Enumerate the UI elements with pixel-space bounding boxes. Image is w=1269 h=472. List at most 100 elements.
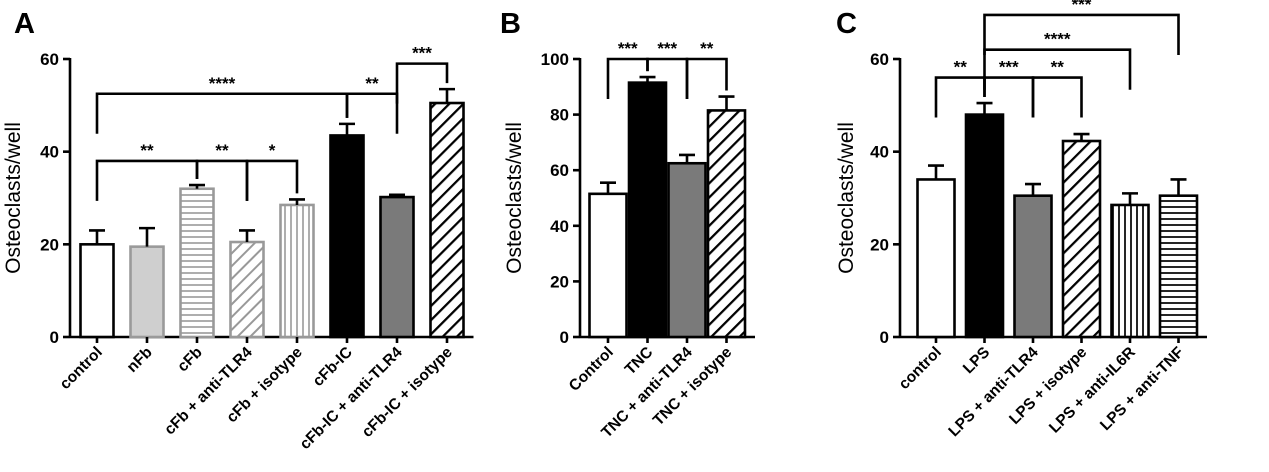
panel-a-error-bar: [89, 229, 105, 245]
panel-a-bar: [379, 195, 415, 339]
panel-a-y-tick-label: 60: [40, 50, 59, 69]
panel-b-error-bar: [718, 95, 735, 111]
panel-c-significance-bracket: [983, 76, 1035, 118]
panel-c-significance-label: ***: [1072, 0, 1092, 14]
panel-b-y-tick-label: 80: [550, 106, 569, 125]
panel-b-significance-label: **: [700, 39, 714, 58]
panel-a-y-tick-label: 40: [40, 143, 59, 162]
panel-c-bar: [1110, 203, 1150, 339]
panel-a-y-tick-label: 0: [50, 328, 59, 347]
panel-a-significance-bracket: [395, 62, 449, 104]
panel-b-significance-label: ***: [618, 39, 638, 58]
panel-c-category-label: LPS: [960, 344, 993, 377]
panel-c-bar: [1013, 194, 1053, 339]
panel-b-error-bar: [679, 153, 695, 164]
panel-b-y-tick-label: 0: [560, 328, 569, 347]
panel-c-y-tick-label: 0: [880, 328, 889, 347]
panel-c-category-label: control: [896, 344, 945, 393]
panel-a-error-bar: [139, 226, 155, 247]
panel-c-error-bar: [1122, 192, 1138, 205]
panel-c-bar: [1061, 139, 1102, 339]
panel-a-bar: [129, 245, 165, 339]
panel-a-error-bar: [339, 122, 355, 136]
panel-a-bar: [179, 187, 215, 339]
panel-c-y-tick-label: 40: [870, 143, 889, 162]
panel-b-bar: [667, 161, 707, 339]
panel-b-category-label: TNC: [622, 344, 657, 379]
panel-b-bar: [588, 192, 628, 339]
panel-a-category-label: nFb: [124, 344, 156, 376]
panel-a-letter: A: [14, 8, 35, 40]
panel-a-significance-bracket: [95, 92, 349, 134]
panel-a-bar: [329, 134, 365, 339]
panel-b-letter: B: [500, 8, 521, 40]
panel-c-letter: C: [836, 8, 857, 40]
panel-a-bar: [79, 243, 115, 339]
panel-c-significance-bracket: [934, 76, 986, 118]
panel-b-error-bar: [600, 181, 616, 194]
panel-a-significance-label: ***: [412, 44, 432, 63]
panel-b-significance-label: ***: [657, 39, 677, 58]
panel-c-y-tick-label: 20: [870, 235, 889, 254]
panel-a-bar: [279, 203, 315, 339]
panel-a-category-label: cFb: [174, 344, 206, 376]
panel-c-error-bar: [928, 164, 944, 180]
panel-a-error-bar: [189, 183, 205, 189]
panel-c-significance-bracket: [983, 48, 1132, 90]
panel-c-error-bar: [976, 101, 993, 115]
panel-a-error-bar: [289, 198, 305, 205]
panel-c-significance-bracket: [983, 13, 1180, 55]
panel-c-bar: [916, 178, 956, 339]
panel-c-category-label: LPS + anti-TNF: [1097, 344, 1187, 434]
panel-c-significance-label: **: [1051, 58, 1065, 77]
panel-a-category-label: cFb-IC + isotype: [359, 344, 456, 441]
panel-a-significance-label: **: [140, 141, 154, 160]
panel-a-significance-bracket: [245, 159, 299, 201]
panel-c-significance-label: ****: [1044, 30, 1071, 49]
panel-c-significance-bracket: [1031, 76, 1083, 118]
panel-c-bar: [964, 113, 1005, 339]
panel-c-y-tick-label: 60: [870, 50, 889, 69]
panel-b: B Osteoclasts/well 0 20 40 60 80 100 Control TN…: [500, 8, 755, 441]
panel-a-significance-bracket: [345, 92, 399, 134]
panel-b-y-tick-label: 20: [550, 272, 569, 291]
panel-a-significance-label: *: [269, 141, 276, 160]
panel-a-error-bar: [239, 229, 255, 243]
panel-b-y-axis-label: Osteoclasts/well: [503, 122, 526, 274]
panel-b-y-tick-label: 100: [541, 50, 569, 69]
panel-a-bar: [229, 240, 265, 339]
panel-a-category-label: cFb + anti-TLR4: [161, 344, 256, 439]
panel-a-significance-label: **: [365, 74, 379, 93]
panel-c-error-bar: [1170, 178, 1187, 196]
panel-b-bar: [627, 81, 668, 339]
panel-b-bar: [706, 109, 747, 339]
panel-c-y-axis-label: Osteoclasts/well: [835, 122, 858, 274]
panel-a-category-label: control: [57, 344, 106, 393]
panel-b-error-bar: [639, 75, 656, 83]
panel-c-bar: [1158, 194, 1199, 339]
panel-a-y-tick-label: 20: [40, 235, 59, 254]
panel-a-error-bar: [439, 87, 455, 104]
panel-b-y-tick-label: 60: [550, 161, 569, 180]
panel-c-significance-label: **: [954, 58, 968, 77]
panel-c-category-label: LPS + anti-IL6R: [1046, 344, 1139, 437]
panel-a-y-axis-label: Osteoclasts/well: [2, 122, 25, 274]
panel-b-category-label: Control: [566, 344, 617, 395]
panel-c-error-bar: [1073, 132, 1090, 142]
panel-c-significance-label: ***: [999, 58, 1019, 77]
panel-a-error-bar: [389, 193, 405, 198]
panel-a-category-label: cFb-IC: [310, 344, 356, 390]
panel-a-significance-label: **: [215, 141, 229, 160]
panel-c-category-label: LPS + anti-TLR4: [945, 344, 1042, 441]
panel-b-y-tick-label: 40: [550, 217, 569, 236]
panel-a-significance-label: ****: [209, 74, 236, 93]
panel-b-significance-bracket: [685, 57, 728, 99]
panel-a-bar: [429, 101, 465, 339]
panel-c-error-bar: [1025, 182, 1041, 196]
